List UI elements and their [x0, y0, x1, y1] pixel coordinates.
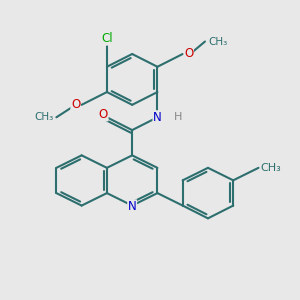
Text: Cl: Cl — [101, 32, 113, 45]
Text: H: H — [174, 112, 182, 122]
Text: N: N — [128, 200, 136, 213]
Text: O: O — [71, 98, 80, 111]
Text: O: O — [99, 108, 108, 121]
Text: CH₃: CH₃ — [208, 37, 227, 46]
Text: N: N — [153, 111, 162, 124]
Text: CH₃: CH₃ — [34, 112, 53, 122]
Text: CH₃: CH₃ — [260, 163, 281, 173]
Text: O: O — [184, 47, 194, 61]
